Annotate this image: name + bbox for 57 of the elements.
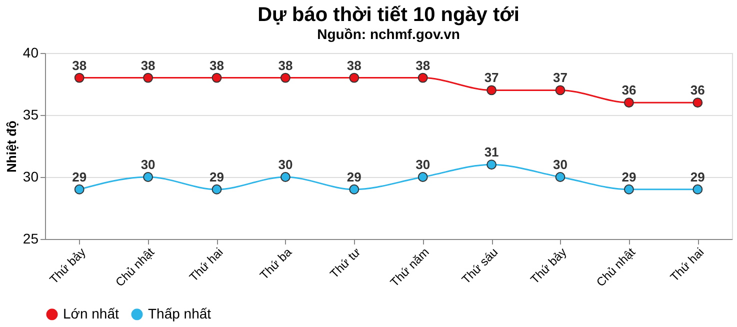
point <box>349 72 360 83</box>
data-label: 30 <box>140 157 156 172</box>
x-tick-label: Thứ hai <box>186 245 226 284</box>
x-tick-label: Thứ năm <box>387 245 432 290</box>
data-label: 30 <box>553 157 568 172</box>
y-axis-title: Nhiệt độ <box>4 120 19 172</box>
point <box>486 85 497 96</box>
legend-label: Thấp nhất <box>148 305 212 322</box>
data-label: 38 <box>346 58 362 73</box>
x-tick-label: Thứ ba <box>257 244 295 282</box>
point <box>692 98 703 108</box>
legend-label: Lớn nhất <box>63 305 119 322</box>
point <box>143 72 154 83</box>
y-tick-label: 40 <box>22 44 39 60</box>
data-label: 38 <box>140 58 156 73</box>
data-label: 38 <box>210 58 224 73</box>
data-label: 37 <box>553 70 568 86</box>
point <box>74 72 84 83</box>
x-tick-label: Thứ hai <box>667 245 707 284</box>
point <box>624 184 634 194</box>
data-label: 29 <box>346 169 362 184</box>
point <box>555 85 566 96</box>
data-label: 29 <box>690 169 705 184</box>
y-tick-label: 30 <box>22 168 39 184</box>
data-label: 29 <box>72 169 87 184</box>
point <box>74 184 84 194</box>
x-tick-label: Thứ bảy <box>46 245 88 287</box>
point <box>418 72 428 83</box>
point <box>143 172 154 182</box>
data-label: 31 <box>484 144 499 160</box>
point <box>624 98 634 108</box>
data-label: 38 <box>72 58 87 73</box>
point <box>555 172 566 182</box>
x-tick-label: Thứ bảy <box>528 245 570 287</box>
point <box>280 72 290 83</box>
x-tick-label: Thứ tư <box>327 245 364 281</box>
point <box>418 172 428 182</box>
data-label: 37 <box>484 70 499 86</box>
data-label: 29 <box>622 169 636 184</box>
y-tick-label: 25 <box>22 230 39 246</box>
point <box>280 172 290 182</box>
data-label: 29 <box>210 169 224 184</box>
point <box>212 72 222 83</box>
point <box>692 184 703 194</box>
point <box>486 160 497 170</box>
point <box>212 184 222 194</box>
y-tick-label: 35 <box>22 106 39 122</box>
data-label: 38 <box>278 58 293 73</box>
chart-title: Dự báo thời tiết 10 ngày tới <box>258 4 520 26</box>
data-label: 36 <box>622 82 636 98</box>
chart-subtitle: Nguồn: nchmf.gov.vn <box>317 26 460 42</box>
data-label: 38 <box>416 58 430 73</box>
data-label: 30 <box>278 157 293 172</box>
data-label: 30 <box>416 157 430 172</box>
data-label: 36 <box>690 82 705 98</box>
point <box>349 184 360 194</box>
x-tick-label: Thứ sáu <box>459 245 501 287</box>
